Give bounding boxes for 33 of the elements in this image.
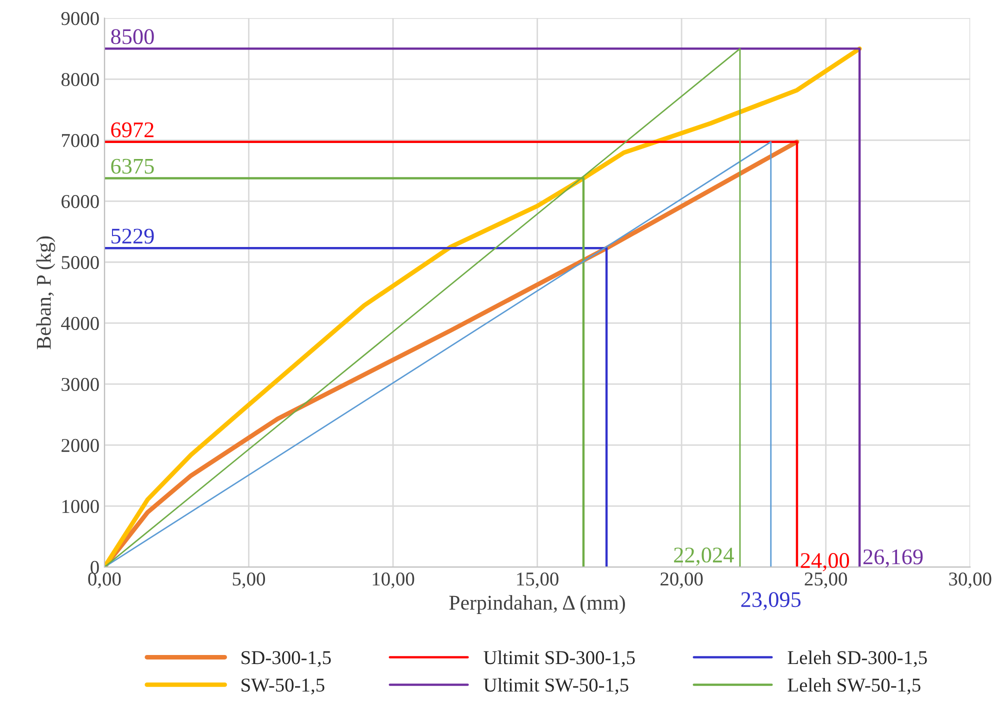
annotation: 6972 — [111, 122, 154, 138]
annotation: 24,00 — [800, 553, 850, 572]
y-tick-label: 4000 — [61, 316, 99, 330]
x-tick-label: 0,00 — [88, 572, 121, 588]
legend-label: Ultimit SD-300-1,5 — [484, 650, 635, 668]
x-tick-label: 25,00 — [804, 572, 847, 588]
annotation: 8500 — [111, 29, 154, 44]
annotation: 23,095 — [741, 592, 801, 610]
x-tick-label: 20,00 — [660, 572, 703, 588]
y-tick-label: 0 — [90, 560, 99, 574]
x-tick-label: 30,00 — [949, 572, 992, 588]
legend-label: Leleh SD-300-1,5 — [788, 650, 927, 668]
y-tick-label: 7000 — [62, 134, 99, 148]
annotation: 22,024 — [674, 548, 734, 566]
y-tick-label: 8000 — [61, 72, 99, 86]
x-tick-label: 15,00 — [517, 572, 558, 588]
y-tick-label: 5000 — [62, 256, 99, 270]
y-tick-label: 6000 — [62, 194, 99, 208]
legend-label: Leleh SW-50-1,5 — [788, 678, 920, 694]
annotation: 26,169 — [863, 549, 923, 568]
legend-label: SD-300-1,5 — [242, 651, 331, 668]
annotation: 6375 — [111, 158, 154, 174]
x-axis-title: Perpindahan, Δ (mm) — [449, 595, 625, 614]
x-tick-label: 5,00 — [232, 572, 266, 588]
x-tick-label: 10,00 — [372, 572, 414, 588]
y-tick-label: 1000 — [62, 500, 99, 514]
annotation: 5229 — [112, 228, 154, 244]
y-axis-title: Beban, P (kg) — [36, 236, 56, 350]
y-tick-label: 2000 — [62, 438, 99, 452]
y-tick-label: 9000 — [61, 12, 99, 26]
legend-label: Ultimit SW-50-1,5 — [484, 678, 628, 694]
y-tick-label: 3000 — [62, 378, 99, 392]
legend-label: SW-50-1,5 — [242, 678, 324, 694]
